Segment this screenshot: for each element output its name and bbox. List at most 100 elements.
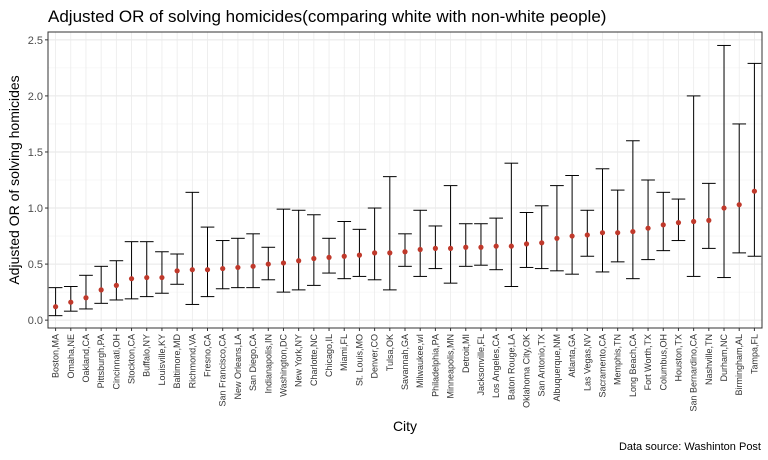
x-tick-label: Philadelphia,PA	[430, 334, 440, 397]
estimate-point	[706, 217, 712, 223]
x-tick-label: New York,NY	[294, 334, 304, 387]
y-tick-label: 1.5	[28, 147, 43, 159]
estimate-point	[204, 267, 211, 273]
x-tick-label: Stockton,CA	[127, 334, 137, 384]
x-tick-label: Fresno,CA	[203, 334, 213, 377]
estimate-point	[447, 245, 454, 251]
estimate-point	[402, 249, 408, 255]
x-tick-label: Fort Worth,TX	[643, 334, 653, 390]
estimate-point	[478, 244, 484, 250]
x-tick-label: Pittsburgh,PA	[96, 334, 106, 388]
x-tick-label: Houston,TX	[673, 334, 683, 382]
estimate-point	[630, 228, 636, 235]
x-tick-label: Durham,NC	[719, 334, 729, 382]
x-tick-label: Savannah,GA	[400, 334, 410, 390]
x-tick-label: Detroit,MI	[461, 334, 471, 373]
x-tick-label: Columbus,OH	[658, 334, 668, 391]
y-tick-label: 0.0	[28, 315, 43, 327]
x-tick-label: Long Beach,CA	[628, 334, 638, 397]
estimate-point	[493, 243, 499, 249]
x-tick-label: Omaha,NE	[66, 334, 76, 379]
chart-title: Adjusted OR of solving homicides(compari…	[48, 7, 606, 26]
estimate-point	[189, 267, 195, 273]
x-tick-label: Richmond,VA	[187, 334, 197, 388]
x-tick-label: Indianapolis,IN	[263, 334, 273, 394]
x-tick-label: Baltimore,MD	[172, 334, 182, 389]
x-tick-label: Sacramento,CA	[597, 334, 607, 398]
x-tick-label: San Francisco,CA	[218, 334, 228, 407]
estimate-point	[508, 243, 514, 249]
y-tick-label: 2.5	[28, 35, 43, 47]
x-tick-label: San Bernardino,CA	[689, 334, 699, 412]
estimate-point	[98, 287, 104, 293]
x-tick-label: Tulsa,OK	[385, 334, 395, 371]
estimate-point	[463, 244, 469, 250]
x-tick-label: Albuquerque,NM	[552, 334, 562, 402]
y-axis: 0.0 0.5 1.0 1.5 2.0 2.5	[28, 35, 48, 327]
estimate-point	[174, 268, 180, 274]
estimate-point	[341, 253, 347, 259]
x-tick-label: Cincinnati,OH	[111, 334, 121, 390]
estimate-point	[265, 261, 271, 267]
estimate-point	[372, 250, 378, 256]
estimate-point	[235, 264, 241, 271]
x-tick-label: Washington,DC	[278, 334, 288, 397]
points	[52, 188, 758, 310]
y-tick-label: 1.0	[28, 203, 43, 215]
x-tick-label: Chicago,IL	[324, 334, 334, 377]
estimate-point	[660, 222, 666, 228]
x-tick-label: Louisville,KY	[157, 334, 167, 386]
estimate-point	[691, 218, 697, 225]
estimate-point	[113, 282, 119, 288]
error-bars	[48, 44, 762, 317]
x-tick-label: Las Vegas,NV	[582, 334, 592, 391]
x-tick-label: Minneapolis,MN	[446, 334, 456, 399]
estimate-point	[280, 260, 287, 266]
estimate-point	[296, 258, 302, 264]
estimate-point	[144, 274, 150, 281]
estimate-point	[52, 304, 59, 310]
x-tick-label: Jacksonville,FL	[476, 334, 486, 396]
estimate-point	[250, 263, 256, 269]
estimate-point	[721, 205, 727, 211]
x-tick-label: San Diego,CA	[248, 334, 258, 391]
x-tick-label: Baton Rouge,LA	[506, 334, 516, 400]
estimate-point	[523, 241, 530, 247]
estimate-point	[417, 246, 423, 253]
x-tick-label: Milwaukee,wI	[415, 334, 425, 388]
x-tick-label: Memphis,TN	[613, 334, 623, 385]
x-tick-label: Birmingham,AL	[734, 334, 744, 396]
x-tick-label: St. Louis,MO	[354, 334, 364, 386]
y-tick-label: 2.0	[28, 91, 43, 103]
x-tick-label: Boston,MA	[51, 334, 61, 378]
estimate-point	[584, 232, 590, 238]
estimate-point	[128, 276, 135, 282]
x-tick-label: Atlanta,GA	[567, 334, 577, 378]
x-tick-label: Tampa,FL	[749, 334, 759, 374]
estimate-point	[615, 230, 621, 236]
estimate-point	[326, 254, 332, 260]
estimate-point	[539, 240, 545, 246]
x-tick-label: Buffalo,NY	[142, 334, 152, 377]
x-tick-label: Denver,CO	[370, 334, 380, 379]
x-tick-label: San Antonio,TX	[537, 334, 547, 397]
x-tick-label: Los Angeles,CA	[491, 334, 501, 398]
estimate-point	[159, 274, 165, 281]
estimate-point	[220, 265, 226, 272]
y-tick-label: 0.5	[28, 259, 43, 271]
estimate-point	[736, 202, 742, 208]
x-axis-title: City	[393, 418, 417, 434]
x-tick-label: New Orleans,LA	[233, 334, 243, 400]
estimate-point	[599, 230, 606, 236]
estimate-point	[68, 299, 74, 305]
caption: Data source: Washinton Post	[619, 441, 761, 453]
estimate-point	[311, 255, 317, 262]
x-tick-label: Oklahoma City,OK	[522, 334, 532, 408]
x-tick-label: Oakland,CA	[81, 334, 91, 383]
estimate-point	[387, 250, 393, 256]
estimate-point	[751, 188, 758, 194]
x-tick-label: Miami,FL	[339, 334, 349, 371]
estimate-point	[432, 245, 438, 251]
